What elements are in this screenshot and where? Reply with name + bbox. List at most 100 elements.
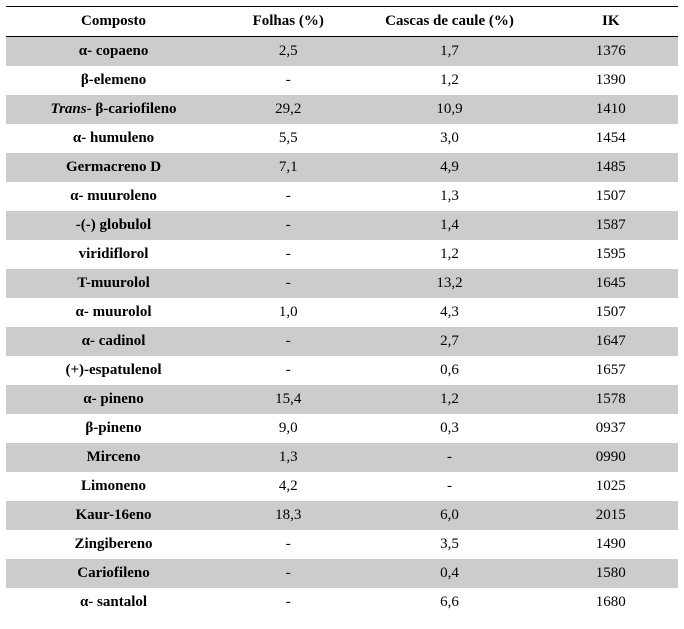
- compound-rest: T-muurolol: [77, 275, 150, 291]
- compound-cell: α- santalol: [6, 588, 221, 617]
- table-row: Cariofileno-0,41580: [6, 559, 678, 588]
- cascas-cell: 3,5: [355, 530, 543, 559]
- ik-cell: 1454: [544, 124, 678, 153]
- table-row: α- santalol-6,61680: [6, 588, 678, 617]
- compound-cell: Zingibereno: [6, 530, 221, 559]
- ik-cell: 1580: [544, 559, 678, 588]
- table-row: α- humuleno5,53,01454: [6, 124, 678, 153]
- ik-cell: 1657: [544, 356, 678, 385]
- compound-cell: T-muurolol: [6, 269, 221, 298]
- table-row: α- pineno 15,41,21578: [6, 385, 678, 414]
- table-row: Germacreno D7,14,91485: [6, 153, 678, 182]
- folhas-cell: 18,3: [221, 501, 355, 530]
- compound-rest: viridiflorol: [79, 246, 149, 262]
- folhas-cell: 1,0: [221, 298, 355, 327]
- folhas-cell: -: [221, 240, 355, 269]
- header-ik: IK: [544, 7, 678, 37]
- ik-cell: 1587: [544, 211, 678, 240]
- table-row: -(-) globulol -1,41587: [6, 211, 678, 240]
- ik-cell: 1647: [544, 327, 678, 356]
- folhas-cell: 4,2: [221, 472, 355, 501]
- compound-cell: viridiflorol: [6, 240, 221, 269]
- cascas-cell: -: [355, 443, 543, 472]
- table-row: Zingibereno -3,51490: [6, 530, 678, 559]
- compound-cell: Cariofileno: [6, 559, 221, 588]
- cascas-cell: 1,2: [355, 385, 543, 414]
- folhas-cell: -: [221, 588, 355, 617]
- cascas-cell: 0,6: [355, 356, 543, 385]
- folhas-cell: -: [221, 269, 355, 298]
- compound-rest: Germacreno D: [66, 159, 161, 175]
- compound-rest: -(-) globulol: [76, 217, 151, 233]
- cascas-cell: 0,4: [355, 559, 543, 588]
- ik-cell: 1376: [544, 37, 678, 67]
- table-row: β-elemeno-1,21390: [6, 66, 678, 95]
- compound-cell: α- copaeno: [6, 37, 221, 67]
- cascas-cell: 1,4: [355, 211, 543, 240]
- table-row: α- copaeno2,51,71376: [6, 37, 678, 67]
- folhas-cell: -: [221, 356, 355, 385]
- compound-cell: α- pineno: [6, 385, 221, 414]
- cascas-cell: -: [355, 472, 543, 501]
- table-row: α- muuroleno-1,31507: [6, 182, 678, 211]
- ik-cell: 1485: [544, 153, 678, 182]
- folhas-cell: -: [221, 211, 355, 240]
- compound-rest: Limoneno: [81, 478, 146, 494]
- compound-italic: Trans: [50, 101, 86, 117]
- ik-cell: 0937: [544, 414, 678, 443]
- cascas-cell: 1,2: [355, 66, 543, 95]
- cascas-cell: 1,2: [355, 240, 543, 269]
- folhas-cell: 7,1: [221, 153, 355, 182]
- header-cascas: Cascas de caule (%): [355, 7, 543, 37]
- folhas-cell: 29,2: [221, 95, 355, 124]
- folhas-cell: 15,4: [221, 385, 355, 414]
- folhas-cell: 9,0: [221, 414, 355, 443]
- cascas-cell: 1,3: [355, 182, 543, 211]
- compound-rest: Zingibereno: [74, 536, 152, 552]
- table-row: α- cadinol-2,71647: [6, 327, 678, 356]
- table-row: Mirceno 1,3-0990: [6, 443, 678, 472]
- compound-cell: α- muuroleno: [6, 182, 221, 211]
- cascas-cell: 1,7: [355, 37, 543, 67]
- compound-cell: Trans- β-cariofileno: [6, 95, 221, 124]
- compound-cell: β-pineno: [6, 414, 221, 443]
- compound-rest: α- pineno: [83, 391, 143, 407]
- compound-rest: Mirceno: [87, 449, 141, 465]
- compound-rest: α- santalol: [80, 594, 147, 610]
- compound-rest: α- cadinol: [82, 333, 146, 349]
- compound-cell: Limoneno: [6, 472, 221, 501]
- ik-cell: 1578: [544, 385, 678, 414]
- cascas-cell: 6,0: [355, 501, 543, 530]
- table-header-row: Composto Folhas (%) Cascas de caule (%) …: [6, 7, 678, 37]
- ik-cell: 1645: [544, 269, 678, 298]
- compound-cell: Germacreno D: [6, 153, 221, 182]
- table-row: viridiflorol-1,21595: [6, 240, 678, 269]
- ik-cell: 0990: [544, 443, 678, 472]
- ik-cell: 1490: [544, 530, 678, 559]
- compound-cell: α- humuleno: [6, 124, 221, 153]
- compound-rest: (+)-espatulenol: [65, 362, 161, 378]
- cascas-cell: 4,3: [355, 298, 543, 327]
- folhas-cell: 1,3: [221, 443, 355, 472]
- table-row: β-pineno9,00,30937: [6, 414, 678, 443]
- compound-cell: -(-) globulol: [6, 211, 221, 240]
- ik-cell: 1025: [544, 472, 678, 501]
- compound-rest: α- muuroleno: [70, 188, 157, 204]
- compound-cell: (+)-espatulenol: [6, 356, 221, 385]
- folhas-cell: -: [221, 530, 355, 559]
- folhas-cell: 2,5: [221, 37, 355, 67]
- compound-cell: Mirceno: [6, 443, 221, 472]
- cascas-cell: 10,9: [355, 95, 543, 124]
- ik-cell: 1507: [544, 182, 678, 211]
- table-row: (+)-espatulenol -0,61657: [6, 356, 678, 385]
- compound-rest: α- muurolol: [76, 304, 152, 320]
- folhas-cell: -: [221, 66, 355, 95]
- compound-rest: β-elemeno: [81, 72, 146, 88]
- compound-rest: α- humuleno: [73, 130, 154, 146]
- compound-rest: - β-cariofileno: [87, 101, 177, 117]
- compound-rest: Kaur-16eno: [75, 507, 151, 523]
- cascas-cell: 6,6: [355, 588, 543, 617]
- header-folhas: Folhas (%): [221, 7, 355, 37]
- cascas-cell: 3,0: [355, 124, 543, 153]
- ik-cell: 1507: [544, 298, 678, 327]
